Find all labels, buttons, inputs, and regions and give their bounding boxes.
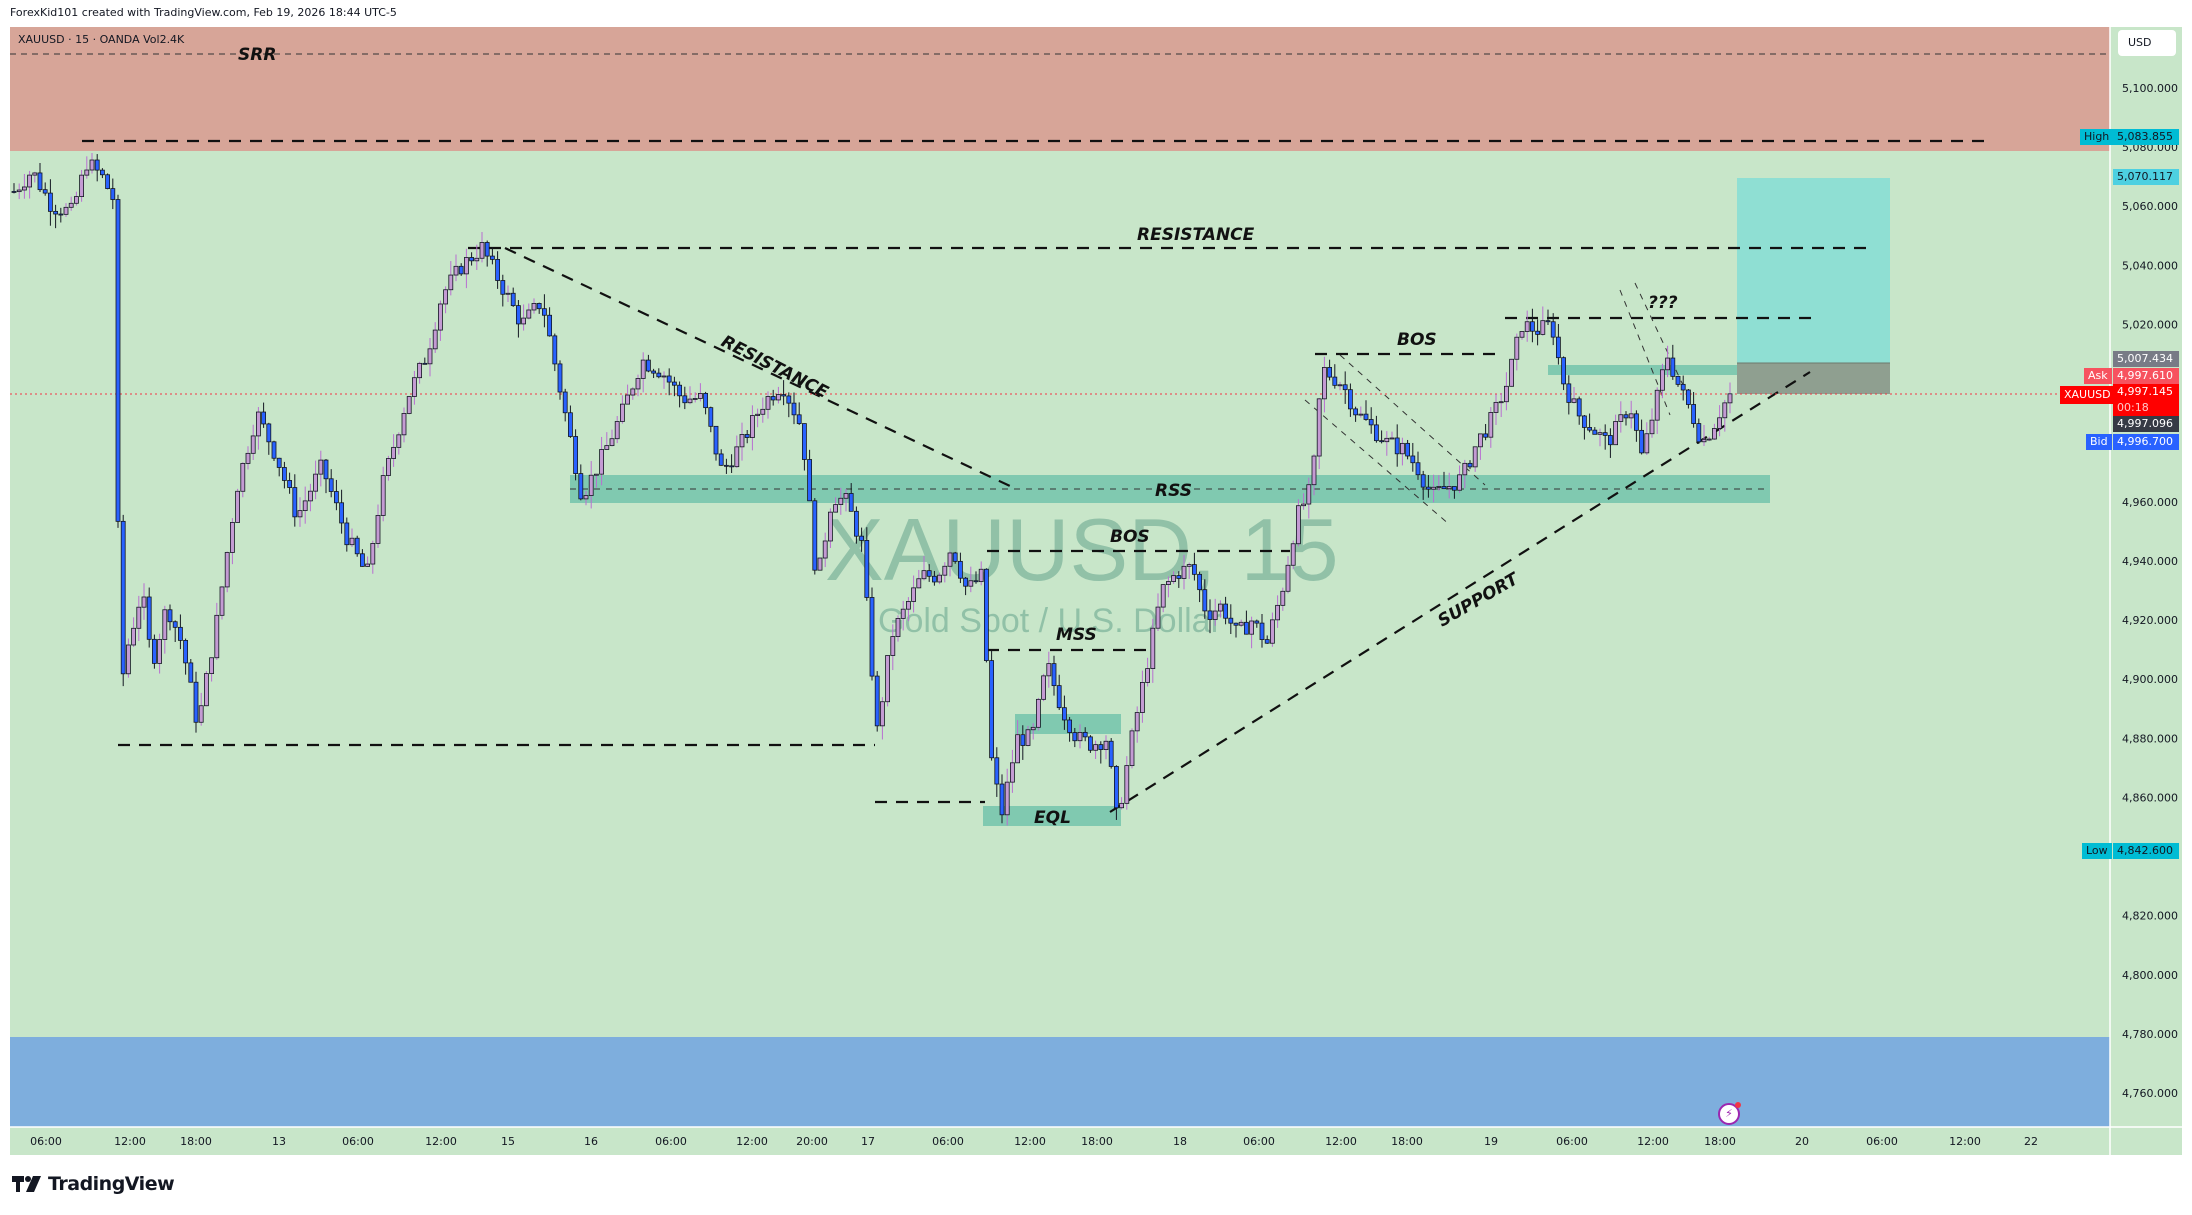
time-tick: 06:00 [1866,1135,1898,1148]
price-tick: 5,040.000 [2122,259,2178,272]
resistance-trendline [504,247,1013,488]
price-axis[interactable]: 5,100.0005,080.0005,060.0005,040.0005,02… [2122,82,2178,1100]
label-resistance-top: RESISTANCE [1137,225,1255,245]
watermark-description: Gold Spot / U.S. Dollar [878,602,1222,640]
label-rss: RSS [1155,481,1192,501]
time-tick: 20:00 [796,1135,828,1148]
time-tick: 12:00 [736,1135,768,1148]
watermark-symbol: XAUUSD, 15 [825,500,1339,599]
ask-value: 4,997.610 [2113,368,2179,384]
target-value: 5,070.117 [2113,169,2179,185]
time-tick: 20 [1795,1135,1809,1148]
low-tag: Low [2082,843,2112,859]
time-tick: 18:00 [1391,1135,1423,1148]
event-lightning-icon[interactable]: ⚡ [1718,1102,1741,1125]
currency-button[interactable]: USD [2118,30,2176,56]
tradingview-logo-icon [12,1176,41,1192]
label-resistance-diag: RESISTANCE [718,332,832,403]
time-tick: 16 [584,1135,598,1148]
time-tick: 17 [861,1135,875,1148]
price-tick: 4,940.000 [2122,555,2178,568]
time-tick: 18:00 [180,1135,212,1148]
time-axis[interactable]: 06:00 12:00 18:00 13 06:00 12:00 15 16 06:00 12:0… [30,1135,2038,1148]
time-tick: 06:00 [655,1135,687,1148]
time-tick: 13 [272,1135,286,1148]
time-tick: 12:00 [1325,1135,1357,1148]
eql-zone [983,806,1121,826]
retest-zone [1548,365,1752,375]
bar-countdown: 00:18 [2113,400,2179,416]
time-tick: 06:00 [342,1135,374,1148]
symbol-tag: XAUUSD [2060,386,2115,404]
chart-legend: XAUUSD · 15 · OANDA Vol2.4K [18,33,185,46]
support-trendline [1109,371,1811,813]
price-tick: 4,860.000 [2122,791,2178,804]
channel-upper [1304,399,1451,526]
time-tick: 06:00 [1556,1135,1588,1148]
price-tick: 5,100.000 [2122,82,2178,95]
price-tick: 4,780.000 [2122,1028,2178,1041]
bid-tag: Bid [2086,434,2112,450]
price-tick: 4,920.000 [2122,614,2178,627]
entry-value: 5,007.434 [2113,351,2179,367]
target-box[interactable] [1737,178,1890,363]
time-tick: 06:00 [30,1135,62,1148]
high-tag: High [2080,129,2114,145]
time-tick: 06:00 [932,1135,964,1148]
stop-value: 4,997.096 [2113,416,2179,432]
time-tick: 18 [1173,1135,1187,1148]
tradingview-logo-text: TradingView [48,1173,175,1195]
time-tick: 19 [1484,1135,1498,1148]
demand-zone [10,1037,2110,1127]
label-mss: MSS [1056,625,1097,645]
channel-lower [1339,354,1486,486]
label-eql: EQL [1034,808,1071,828]
candlestick-series [11,153,1733,826]
label-bos-low: BOS [1110,527,1150,547]
price-tick: 4,880.000 [2122,732,2178,745]
time-tick: 22 [2024,1135,2038,1148]
time-tick: 06:00 [1243,1135,1275,1148]
label-question: ??? [1648,293,1678,313]
time-tick: 12:00 [1637,1135,1669,1148]
time-tick: 12:00 [425,1135,457,1148]
label-srr: SRR [238,45,276,65]
price-tick: 4,760.000 [2122,1087,2178,1100]
stop-box[interactable] [1737,363,1890,394]
time-tick: 12:00 [1949,1135,1981,1148]
tradingview-logo[interactable]: TradingView [12,1173,175,1195]
high-value: 5,083.855 [2113,129,2179,145]
price-tick: 4,960.000 [2122,496,2178,509]
label-bos-high: BOS [1397,330,1437,350]
ask-tag: Ask [2084,368,2112,384]
time-tick: 12:00 [114,1135,146,1148]
price-tick: 4,800.000 [2122,969,2178,982]
last-price: 4,997.145 [2113,384,2179,400]
channel-right-b [1634,282,1691,401]
srr-supply-zone [10,27,2110,151]
price-tick: 5,060.000 [2122,200,2178,213]
label-support: SUPPORT [1435,569,1524,632]
time-tick: 18:00 [1704,1135,1736,1148]
time-tick: 15 [501,1135,515,1148]
price-tick: 4,900.000 [2122,673,2178,686]
time-tick: 12:00 [1014,1135,1046,1148]
time-tick: 18:00 [1081,1135,1113,1148]
bid-value: 4,996.700 [2113,434,2179,450]
price-tick: 4,820.000 [2122,910,2178,923]
price-tick: 5,020.000 [2122,318,2178,331]
chart-credit: ForexKid101 created with TradingView.com… [10,6,397,19]
low-value: 4,842.600 [2113,843,2179,859]
